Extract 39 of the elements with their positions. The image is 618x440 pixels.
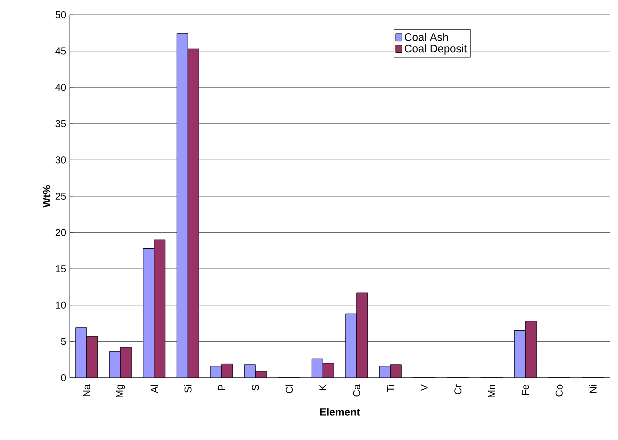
x-tick-label: Ca (353, 384, 360, 397)
bar (356, 293, 368, 378)
y-tick-label: 20 (56, 229, 66, 236)
y-tick-label: 0 (61, 374, 66, 382)
x-tick-label: Cr (454, 384, 462, 395)
bar (390, 364, 402, 378)
x-tick-label: S (252, 384, 260, 391)
x-tick-label: Fe (522, 384, 530, 396)
x-tick-label: Ni (590, 385, 597, 394)
x-tick-label: Na (83, 384, 90, 396)
x-axis-title: Element (320, 408, 360, 416)
y-tick-label: 30 (56, 156, 66, 164)
y-tick-label: 15 (56, 266, 66, 273)
y-axis-title: Wt% (43, 185, 51, 208)
bar (120, 347, 132, 378)
y-tick-label: 45 (56, 48, 66, 55)
legend-label: Coal Ash (405, 33, 448, 42)
x-tick-label: Si (184, 385, 192, 393)
x-tick-label: Cl (286, 385, 294, 394)
y-tick-label: 50 (56, 11, 66, 19)
y-tick-label: 40 (56, 84, 66, 92)
x-tick-label: K (320, 384, 327, 390)
x-tick-label: Mn (488, 385, 496, 398)
y-tick-label: 5 (61, 338, 66, 346)
legend-label: Coal Deposit (405, 44, 468, 55)
y-tick-label: 25 (56, 192, 66, 200)
x-tick-label: Mg (116, 385, 126, 398)
bar (154, 240, 166, 378)
bar (188, 49, 200, 378)
x-tick-label: Co (556, 384, 563, 397)
bar (526, 321, 537, 378)
x-tick-label: P (218, 385, 226, 390)
x-tick-label: Al (150, 385, 158, 394)
x-tick-label: Ti (387, 385, 394, 392)
x-tick-label: V (420, 384, 428, 392)
y-tick-label: 10 (56, 302, 66, 309)
bar (222, 364, 233, 378)
bar (86, 336, 98, 378)
y-tick-label: 35 (56, 120, 66, 128)
